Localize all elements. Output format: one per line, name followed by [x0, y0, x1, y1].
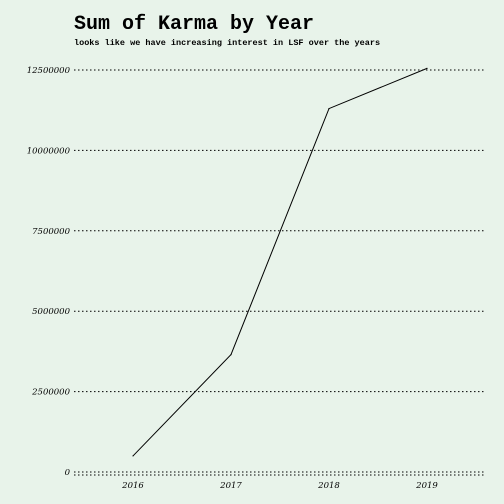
x-tick-label: 2018: [317, 481, 340, 491]
y-tick-label: 10000000: [27, 146, 71, 156]
data-point: [132, 455, 134, 457]
x-tick-label: 2016: [121, 481, 144, 491]
chart-title: Sum of Karma by Year: [74, 13, 314, 36]
series-layer: [132, 67, 428, 457]
grid-layer: [74, 69, 486, 476]
data-point: [230, 354, 232, 356]
x-axis-ticks: 2016 2017 2018 2019: [121, 481, 438, 491]
x-tick-label: 2019: [415, 481, 438, 491]
chart-subtitle: looks like we have increasing interest i…: [74, 38, 380, 48]
y-tick-label: 7500000: [32, 227, 70, 237]
y-tick-label: 5000000: [32, 307, 70, 317]
y-tick-label: 2500000: [31, 388, 70, 398]
y-axis-ticks: 0 2500000 5000000 7500000 10000000 12500000: [27, 66, 71, 478]
series-line: [132, 67, 428, 457]
x-tick-label: 2017: [219, 481, 242, 491]
y-tick-label: 0: [65, 468, 71, 478]
data-point: [426, 67, 428, 69]
data-point: [328, 107, 330, 110]
y-tick-label: 12500000: [27, 66, 71, 76]
